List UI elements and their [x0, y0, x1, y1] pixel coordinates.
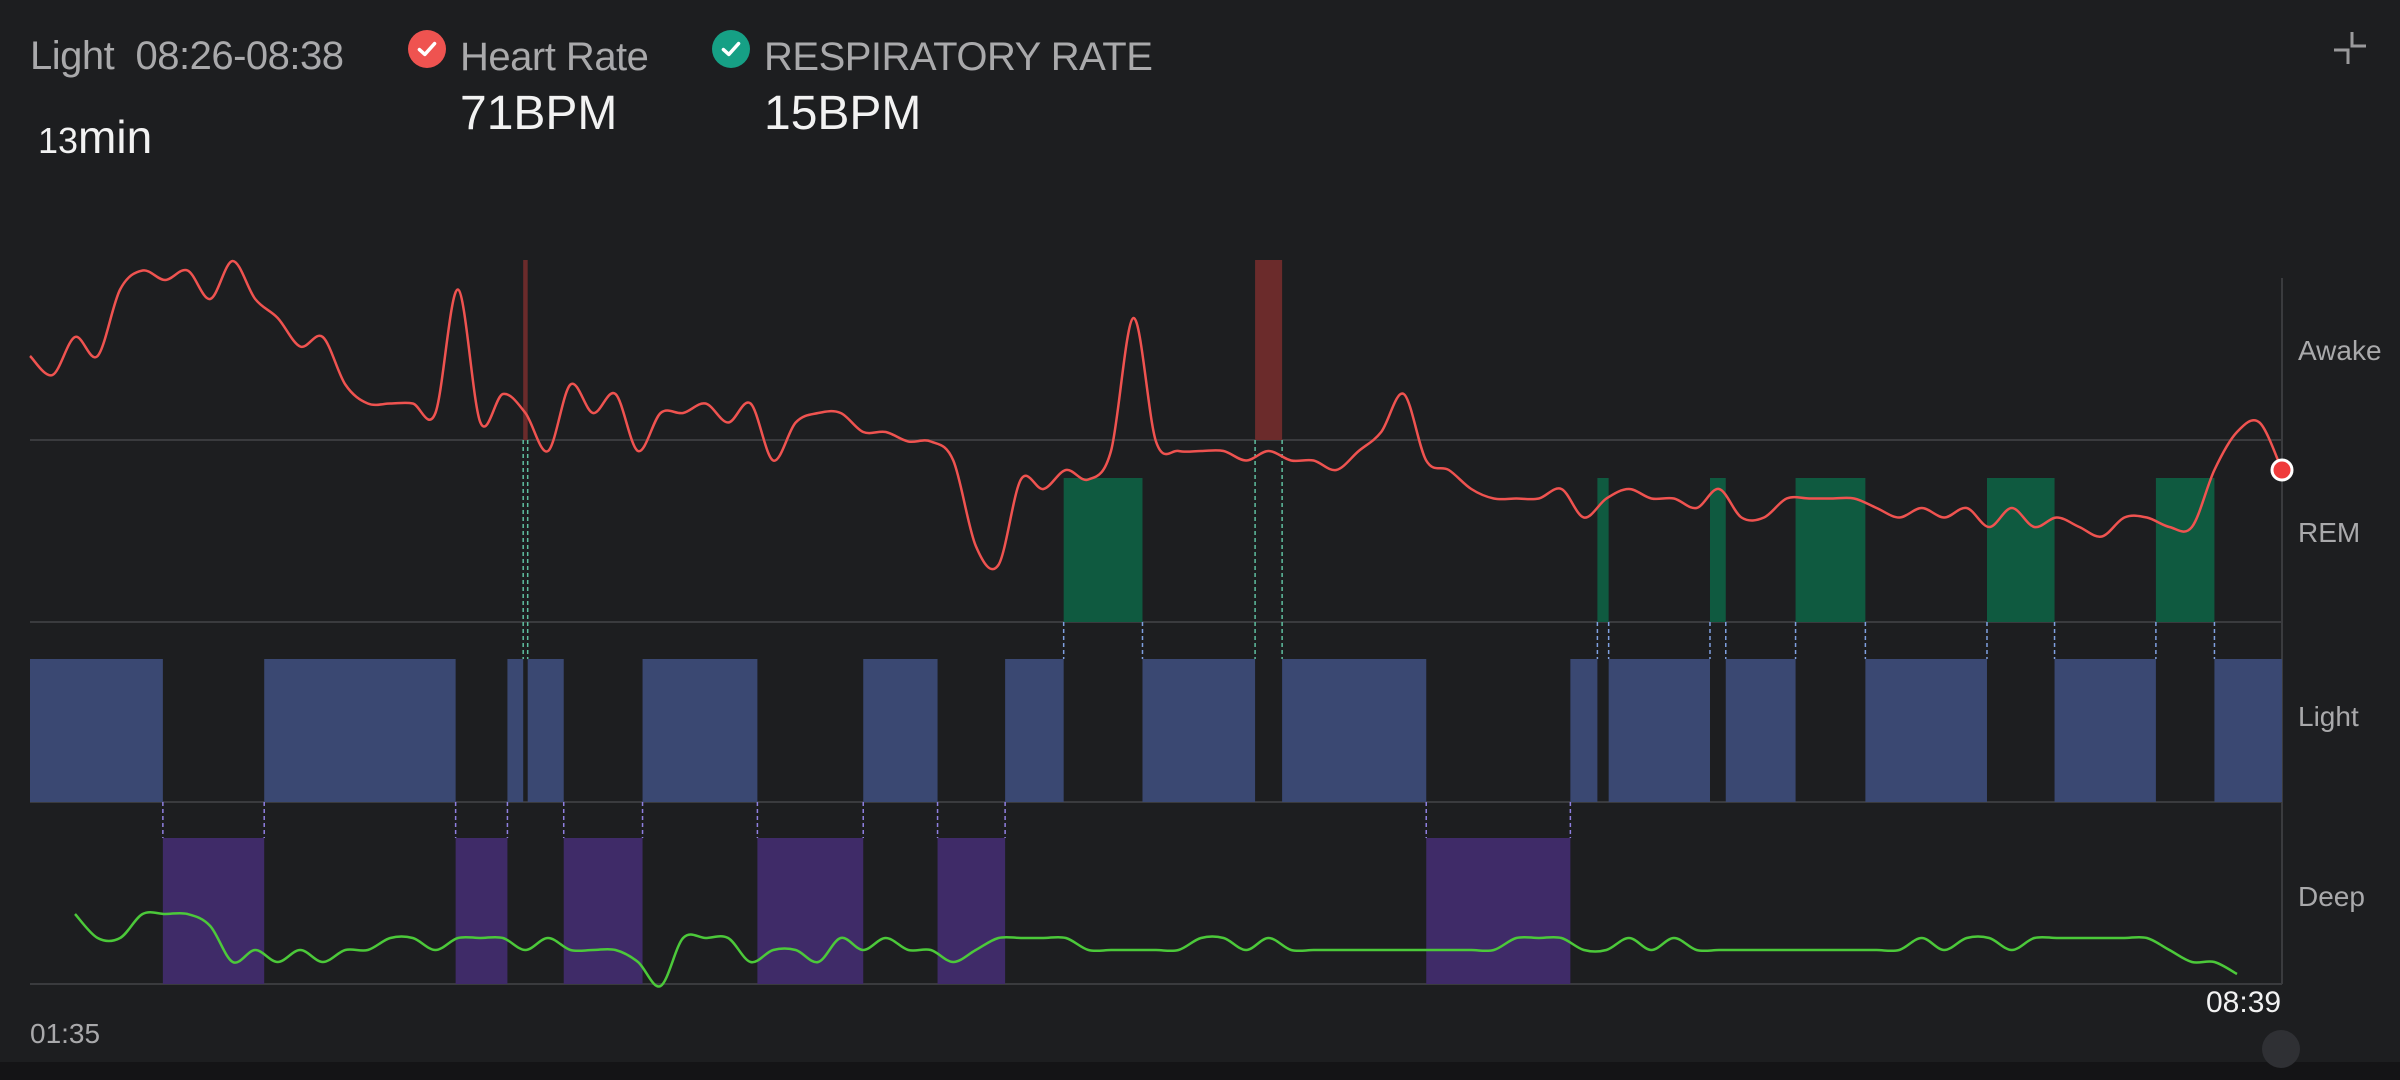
stage-segment-awake — [1255, 260, 1283, 440]
stage-duration: 13min — [38, 110, 152, 164]
stage-segment-deep — [563, 838, 643, 984]
stage-segment-rem — [1597, 478, 1609, 622]
stage-segment-rem — [1709, 478, 1726, 622]
check-icon[interactable] — [712, 30, 750, 68]
stage-segment-light — [1725, 659, 1796, 802]
heart-rate-value: 71BPM — [460, 87, 618, 140]
respiratory-rate-value: 15BPM — [764, 87, 922, 140]
chart-header: Light 08:26-08:38 13min Heart Rate 71BPM… — [0, 0, 2400, 170]
stage-segment-light — [642, 659, 758, 802]
time-end-label: 08:39 — [2206, 986, 2282, 1019]
stage-segment-deep — [455, 838, 508, 984]
respiratory-rate-line — [74, 910, 2238, 988]
heart-rate-label: Heart Rate — [460, 35, 649, 79]
stage-segment-deep — [1426, 838, 1571, 984]
stage-segment-light — [527, 659, 564, 802]
stage-segment-rem — [1063, 478, 1143, 622]
stage-segment-light — [264, 659, 456, 802]
stage-segment-light — [1005, 659, 1064, 802]
duration-number: 13 — [38, 120, 79, 161]
stage-segment-light — [30, 659, 163, 802]
stage-axis-label: Awake — [2298, 335, 2382, 366]
stage-segment-light — [1282, 659, 1427, 802]
check-icon[interactable] — [408, 30, 446, 68]
timeline-scrubber-handle[interactable] — [2262, 1030, 2300, 1068]
stage-segment-deep — [937, 838, 1006, 984]
stage-segment-light — [2054, 659, 2156, 802]
bottom-bar — [0, 1062, 2400, 1080]
current-value-marker — [2270, 458, 2294, 482]
stage-segment-light — [1865, 659, 1987, 802]
stage-segment-light — [1570, 659, 1598, 802]
stage-segment-light — [1608, 659, 1710, 802]
stage-segment-awake — [523, 260, 528, 440]
stage-axis-label: Light — [2298, 701, 2359, 732]
duration-unit: min — [78, 111, 153, 163]
stage-time-label: Light 08:26-08:38 — [30, 34, 344, 78]
stage-segment-rem — [2155, 478, 2215, 622]
stage-segment-deep — [162, 838, 265, 984]
stage-segment-light — [2214, 659, 2282, 802]
stage-segment-rem — [1795, 478, 1866, 622]
stage-segment-rem — [1986, 478, 2055, 622]
stage-axis-label: Deep — [2298, 881, 2365, 912]
stage-segment-light — [863, 659, 938, 802]
stage-axis-label: REM — [2298, 517, 2360, 548]
stage-segment-light — [1142, 659, 1256, 802]
stage-segment-deep — [757, 838, 864, 984]
stage-segment-light — [507, 659, 524, 802]
respiratory-rate-label: RESPIRATORY RATE — [764, 35, 1153, 79]
collapse-icon[interactable] — [2330, 28, 2370, 68]
heart-rate-line — [29, 259, 2284, 571]
time-start-label: 01:35 — [30, 1018, 101, 1049]
